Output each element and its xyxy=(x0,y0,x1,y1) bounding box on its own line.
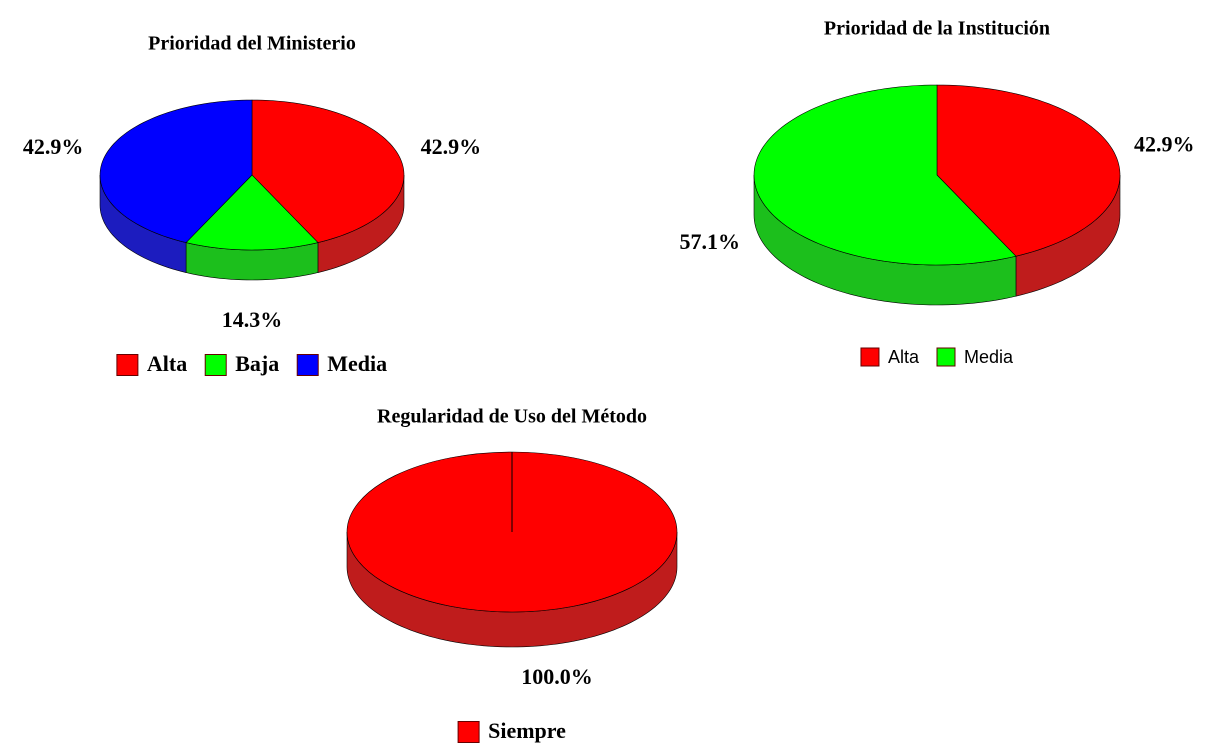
legend-swatch xyxy=(860,347,880,367)
chart-title: Prioridad de la Institución xyxy=(824,18,1050,40)
legend-label: Baja xyxy=(235,351,279,376)
legend-label: Media xyxy=(327,351,387,376)
legend-swatch xyxy=(296,354,319,376)
legend: Alta Baja Media xyxy=(116,351,387,376)
chart-title: Prioridad del Ministerio xyxy=(148,33,356,55)
legend-swatch xyxy=(204,354,227,376)
legend-swatch xyxy=(116,354,139,376)
pie-slice xyxy=(99,99,253,243)
pie-slice xyxy=(753,84,1017,266)
legend-label: Alta xyxy=(147,351,187,376)
pie-slice xyxy=(936,84,1121,257)
data-label: 42.9% xyxy=(1134,131,1195,156)
legend-label: Siempre xyxy=(488,718,566,743)
legend: Alta Media xyxy=(860,347,1014,367)
legend-label: Media xyxy=(964,347,1014,367)
pie-slice xyxy=(185,174,319,251)
chart-title: Regularidad de Uso del Método xyxy=(377,406,647,428)
data-label: 42.9% xyxy=(421,134,482,159)
legend-label: Alta xyxy=(888,347,920,367)
legend: Siempre xyxy=(457,718,566,743)
pie-slice xyxy=(251,99,405,243)
legend-swatch xyxy=(457,721,480,743)
data-label: 100.0% xyxy=(521,664,593,689)
data-label: 14.3% xyxy=(222,307,283,332)
data-label: 57.1% xyxy=(680,229,741,254)
data-label: 42.9% xyxy=(23,134,84,159)
legend-swatch xyxy=(936,347,956,367)
